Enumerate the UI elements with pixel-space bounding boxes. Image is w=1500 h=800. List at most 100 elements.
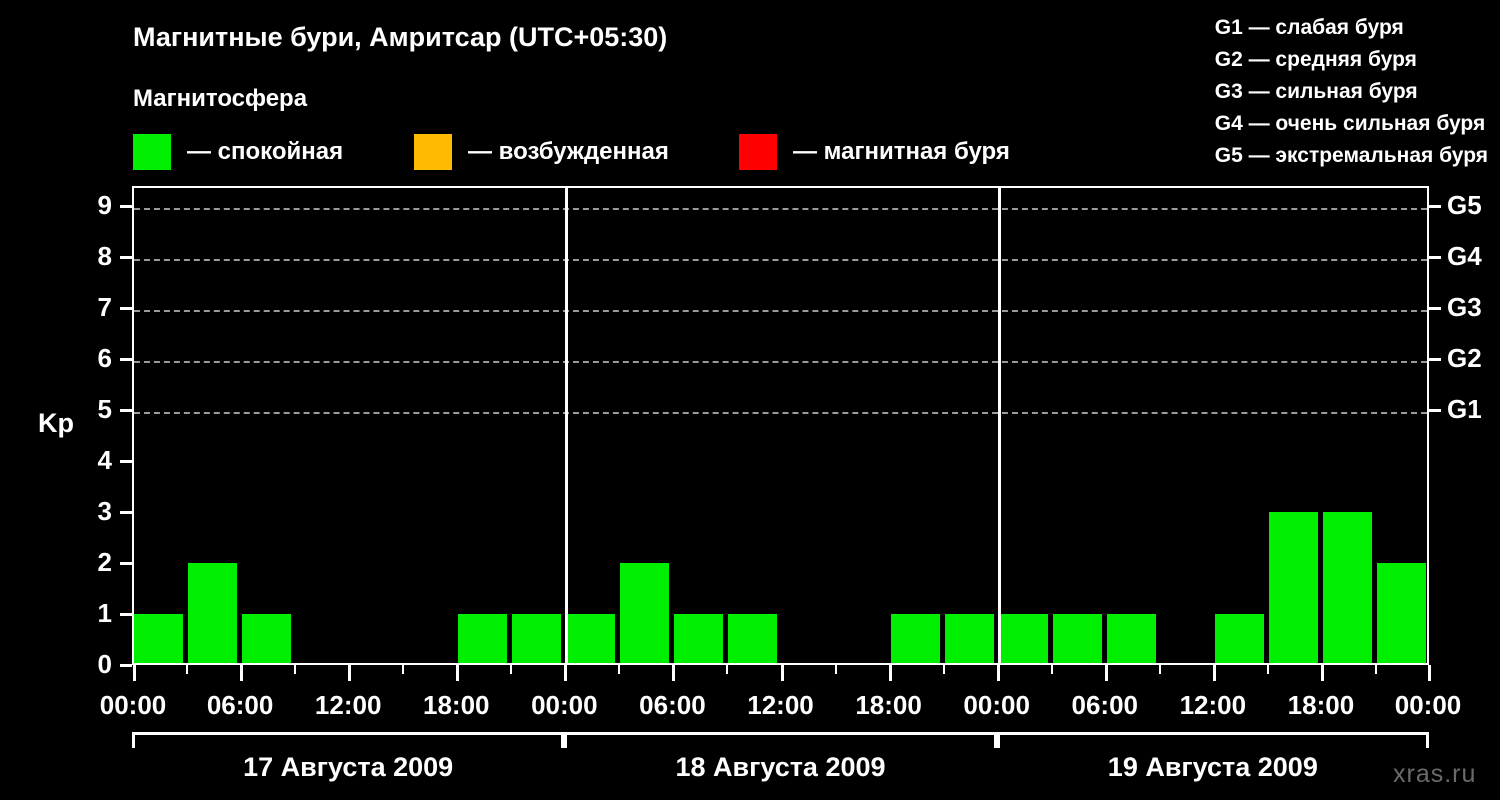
y-axis-tick (120, 613, 132, 617)
x-axis-tick (780, 665, 784, 681)
x-axis-label: 00:00 (99, 690, 167, 720)
kp-bar (242, 614, 292, 663)
y-axis-tick (120, 256, 132, 260)
x-axis-label: 18:00 (855, 690, 922, 720)
x-axis-label: 18:00 (1287, 690, 1355, 720)
y-axis-label: 2 (97, 547, 112, 578)
y-axis-label: 7 (97, 292, 112, 323)
kp-bar (188, 563, 238, 663)
day-label: 17 Августа 2009 (243, 752, 454, 782)
y-axis-tick (120, 307, 132, 311)
chart-plot-area (132, 186, 1429, 665)
y-axis-tick (120, 409, 132, 413)
x-axis-label: 12:00 (1179, 690, 1247, 720)
x-axis-minor-tick (1374, 665, 1377, 674)
calm-swatch (133, 134, 171, 170)
kp-bar (1322, 512, 1372, 663)
y-axis-tick (120, 460, 132, 464)
y-axis-label: 1 (97, 598, 112, 629)
g-axis-tick (1429, 307, 1441, 311)
y-axis-label: 6 (97, 343, 112, 374)
x-axis-label: 12:00 (747, 690, 814, 720)
g-axis-label: G5 (1447, 190, 1482, 221)
g-axis-label: G1 (1447, 394, 1482, 425)
legend-entry-label: — возбужденная (468, 138, 669, 165)
kp-bar (1376, 563, 1426, 663)
y-axis-tick (120, 664, 132, 667)
magnetosphere-label: Магнитосфера (133, 85, 308, 112)
gridline (134, 259, 1427, 262)
kp-bar (674, 614, 724, 663)
g-axis-label: G2 (1447, 343, 1482, 374)
x-axis-minor-tick (294, 665, 297, 674)
x-axis-minor-tick (942, 665, 945, 674)
legend-entry: — возбужденная (414, 133, 669, 171)
x-axis-label: 12:00 (314, 690, 382, 720)
g-legend-row: G2 — средняя буря (1214, 48, 1417, 71)
y-axis-tick (120, 511, 132, 515)
day-separator (565, 188, 569, 663)
x-axis-label: 00:00 (963, 690, 1030, 720)
g-axis-tick (1429, 256, 1441, 260)
legend-entry: — магнитная буря (739, 133, 1010, 171)
x-axis-minor-tick (1158, 665, 1161, 674)
x-axis-tick (996, 665, 1000, 681)
kp-bar (566, 614, 616, 663)
day-label: 18 Августа 2009 (675, 752, 886, 782)
x-axis-minor-tick (726, 665, 729, 674)
g-axis-tick (1429, 409, 1441, 413)
g-axis-tick (1429, 358, 1441, 362)
x-axis-label: 06:00 (1071, 690, 1139, 720)
kp-bar (512, 614, 562, 663)
page-title: Магнитные бури, Амритсар (UTC+05:30) (133, 22, 668, 52)
storm-swatch (739, 134, 777, 170)
y-axis-label: 4 (97, 445, 112, 476)
g-scale-legend: G1 — слабая буря G2 — средняя буря G3 — си… (1215, 12, 1488, 172)
x-axis-label: 06:00 (206, 690, 274, 720)
day-separator (997, 188, 1001, 663)
y-axis-label: 5 (97, 394, 112, 425)
y-axis-label: 0 (97, 649, 112, 679)
x-axis-tick (240, 665, 244, 681)
x-axis-label: 06:00 (639, 690, 706, 720)
day-bracket (996, 732, 1429, 748)
x-axis-tick (672, 665, 676, 681)
kp-bar (890, 614, 940, 663)
day-bracket (132, 732, 565, 748)
g-legend-row: G1 — слабая буря (1214, 16, 1404, 39)
x-axis-minor-tick (402, 665, 405, 674)
x-axis-minor-tick (1266, 665, 1269, 674)
g-legend-row: G3 — сильная буря (1214, 80, 1418, 103)
x-axis-tick (1212, 665, 1216, 681)
watermark: xras.ru (1393, 760, 1477, 788)
kp-bar (1214, 614, 1264, 663)
x-axis-minor-tick (186, 665, 189, 674)
gridline (134, 208, 1427, 211)
kp-bar (458, 614, 508, 663)
gridline (134, 310, 1427, 313)
x-axis-minor-tick (510, 665, 513, 674)
g-axis-tick (1429, 205, 1441, 209)
y-axis-label: 9 (97, 190, 112, 221)
day-label: 19 Августа 2009 (1107, 752, 1318, 782)
x-axis-tick (133, 665, 136, 681)
day-bracket (564, 732, 997, 748)
kp-bar (1268, 512, 1318, 663)
unsettled-swatch (414, 134, 452, 170)
y-axis-label: 3 (97, 496, 112, 527)
y-axis-tick (120, 562, 132, 566)
x-axis-tick (348, 665, 352, 681)
x-axis-label: 18:00 (423, 690, 490, 720)
y-axis-label: 8 (97, 241, 112, 272)
y-axis-tick (120, 358, 132, 362)
x-axis-label: 00:00 (531, 690, 598, 720)
y-axis-title: Kp (38, 408, 74, 438)
chart-plot-inner (134, 188, 1427, 663)
legend-entry-label: — магнитная буря (793, 138, 1010, 165)
x-axis-minor-tick (1050, 665, 1053, 674)
x-axis-tick (1428, 665, 1431, 681)
y-axis-tick (120, 205, 132, 209)
kp-bar (1106, 614, 1156, 663)
kp-bar (620, 563, 670, 663)
legend-entry: — спокойная (133, 133, 343, 171)
